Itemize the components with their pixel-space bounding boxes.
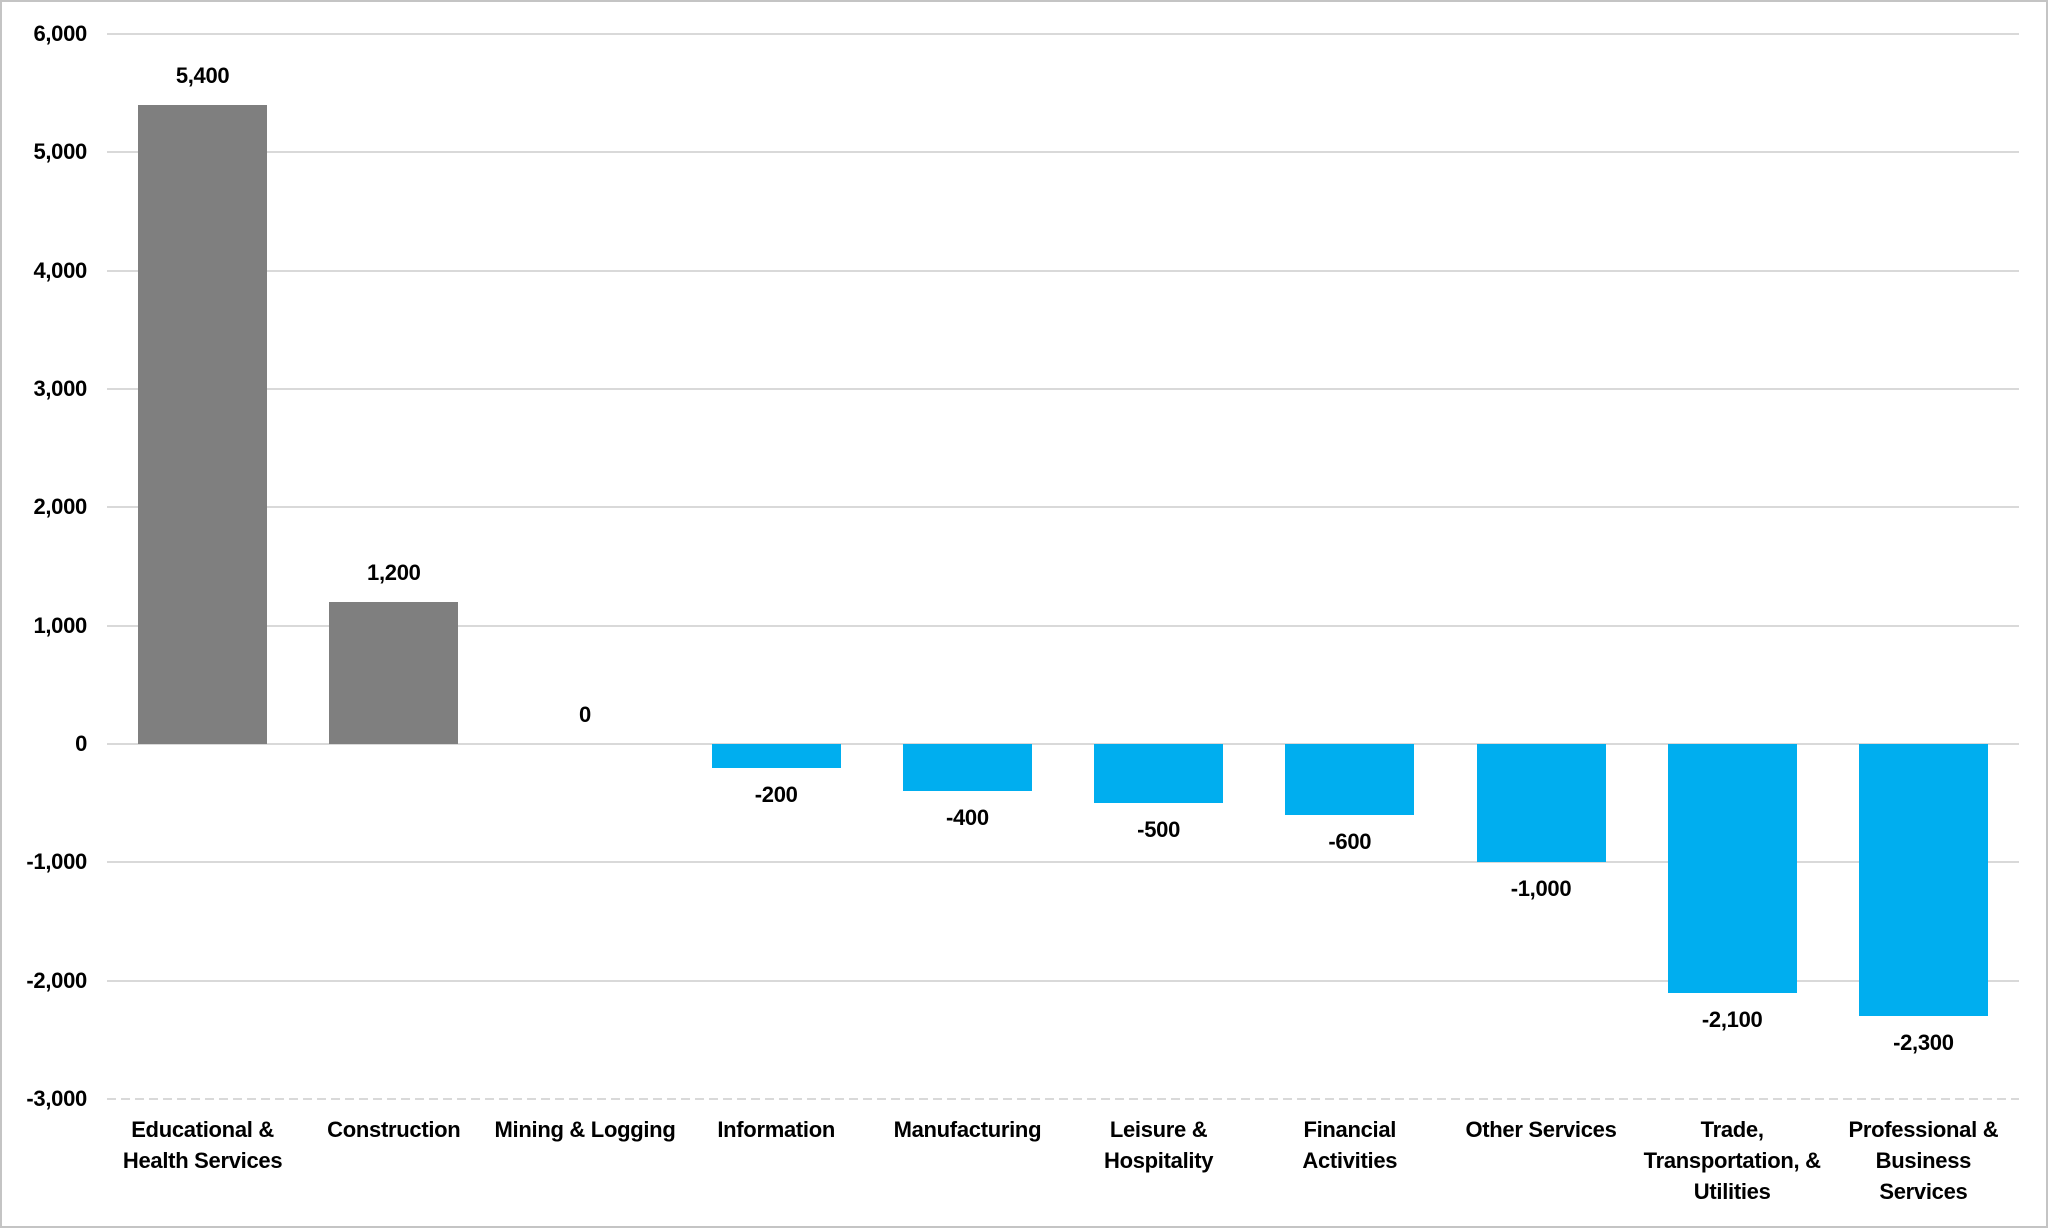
category-label-information: Information (717, 1117, 836, 1142)
value-label-trade-transportation-utilities: -2,100 (1701, 1006, 1763, 1032)
bar-financial-activities (1285, 744, 1415, 815)
value-label-information: -200 (754, 781, 798, 807)
bar-educational-health-services (138, 105, 268, 744)
value-label-other-services: -1,000 (1510, 876, 1572, 902)
y-tick-label: -1,000 (26, 849, 87, 875)
y-tick-label: 0 (75, 731, 87, 756)
category-label-trade-transportation-utilities: Trade, Transportation, & Utilities (1643, 1117, 1821, 1204)
value-label-leisure-hospitality: -500 (1137, 817, 1181, 843)
y-tick-label: -3,000 (26, 1086, 87, 1111)
bar-other-services (1476, 744, 1606, 863)
value-label-manufacturing: -400 (945, 805, 989, 831)
bar-information (711, 744, 841, 768)
bar-manufacturing (902, 744, 1032, 792)
value-label-professional-business-services: -2,300 (1893, 1030, 1954, 1056)
value-label-mining-logging: 0 (579, 702, 591, 727)
category-label-professional-business-services: Professional & Business Services (1848, 1117, 1999, 1204)
bar-trade-transportation-utilities (1667, 744, 1797, 993)
category-label-financial-activities: Financial Activities (1302, 1117, 1398, 1173)
gridline (107, 506, 2019, 509)
category-label-construction: Construction (327, 1117, 461, 1142)
gridline (107, 624, 2019, 627)
y-tick-label: 6,000 (33, 21, 87, 46)
y-tick-label: 2,000 (33, 494, 87, 520)
category-label-leisure-hospitality: Leisure & Hospitality (1104, 1117, 1214, 1173)
y-tick-label: 4,000 (33, 257, 87, 283)
category-label-other-services: Other Services (1465, 1117, 1617, 1142)
gridline (107, 979, 2019, 982)
bar-construction (329, 602, 459, 744)
bar-leisure-hospitality (1094, 744, 1224, 804)
gridline (107, 33, 2019, 35)
gridline (107, 743, 2019, 745)
y-tick-label: -2,000 (26, 967, 87, 993)
category-label-manufacturing: Manufacturing (893, 1117, 1042, 1142)
gridline (107, 388, 2019, 390)
bar-professional-business-services (1858, 744, 1988, 1017)
value-label-construction: 1,200 (367, 560, 421, 585)
category-label-educational-health-services: Educational & Health Services (122, 1117, 283, 1173)
value-label-educational-health-services: 5,400 (175, 63, 230, 88)
gridline (107, 861, 2019, 864)
gridline (107, 151, 2019, 154)
gridline-dashed (107, 1098, 2019, 1100)
y-tick-label: 5,000 (33, 139, 87, 165)
gridline (107, 269, 2019, 272)
value-label-financial-activities: -600 (1328, 829, 1372, 854)
y-tick-label: 1,000 (33, 612, 87, 638)
category-label-mining-logging: Mining & Logging (494, 1117, 676, 1142)
y-tick-label: 3,000 (33, 376, 87, 401)
